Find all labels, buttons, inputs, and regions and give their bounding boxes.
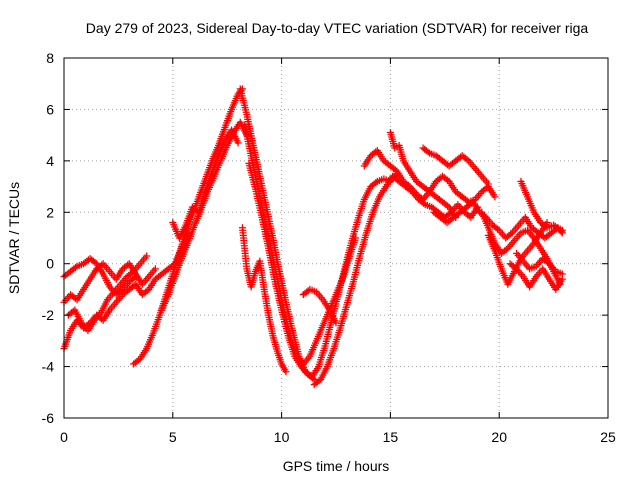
x-tick-label: 20 xyxy=(491,429,507,445)
y-tick-label: -4 xyxy=(42,359,55,375)
data-point xyxy=(558,270,566,278)
data-point xyxy=(404,181,412,189)
y-tick-label: -6 xyxy=(42,410,55,426)
data-point xyxy=(71,264,79,272)
data-point xyxy=(130,274,138,282)
data-point xyxy=(463,156,471,164)
series-pass-2 xyxy=(60,260,159,306)
series-pass-14 xyxy=(360,147,499,206)
series-pass-21 xyxy=(517,177,566,237)
data-point xyxy=(234,139,242,147)
data-point xyxy=(511,264,519,272)
y-tick-label: -2 xyxy=(42,307,55,323)
data-point xyxy=(502,246,510,254)
y-axis-ticks: -6 -4 -2 0 2 4 6 8 xyxy=(42,50,608,426)
series-pass-8 xyxy=(236,85,401,381)
y-axis-label: SDTVAR / TECUs xyxy=(6,182,22,294)
x-tick-label: 15 xyxy=(383,429,399,445)
series-pass-22 xyxy=(513,249,566,278)
data-point xyxy=(352,234,360,242)
data-point xyxy=(143,252,151,260)
series-pass-7 xyxy=(169,126,242,242)
x-tick-label: 0 xyxy=(60,429,68,445)
x-tick-label: 5 xyxy=(169,429,177,445)
x-axis-ticks: 0 5 10 15 20 25 xyxy=(60,58,616,445)
series-pass-10 xyxy=(245,159,318,383)
data-point xyxy=(309,374,317,382)
series-pass-17 xyxy=(430,198,566,242)
grid-lines xyxy=(64,58,608,418)
series-pass-12 xyxy=(299,285,340,327)
chart-title: Day 279 of 2023, Sidereal Day-to-day VTE… xyxy=(86,20,589,36)
plot-frame xyxy=(63,57,609,419)
data-points xyxy=(60,85,566,389)
data-point xyxy=(151,265,159,273)
series-pass-5 xyxy=(130,85,246,368)
data-point xyxy=(494,225,502,233)
series-pass-6 xyxy=(158,118,251,314)
y-tick-label: 6 xyxy=(46,101,54,117)
series-pass-4 xyxy=(64,252,151,335)
data-point xyxy=(557,228,565,236)
data-point xyxy=(544,258,552,266)
series-pass-15 xyxy=(386,129,460,221)
series-pass-19 xyxy=(484,219,551,288)
series-pass-13 xyxy=(310,172,481,389)
y-tick-label: 0 xyxy=(46,256,54,272)
y-tick-label: 2 xyxy=(46,204,54,220)
data-point xyxy=(507,230,515,238)
data-point xyxy=(282,368,290,376)
y-tick-label: 8 xyxy=(46,50,54,66)
series-pass-16 xyxy=(419,144,492,188)
series-pass-20 xyxy=(506,260,566,293)
data-point xyxy=(424,148,432,156)
data-point xyxy=(484,180,492,188)
data-point xyxy=(491,193,499,201)
x-tick-label: 10 xyxy=(274,429,290,445)
data-point xyxy=(128,269,136,277)
x-tick-label: 25 xyxy=(600,429,616,445)
series-pass-11 xyxy=(238,224,290,376)
y-tick-label: 4 xyxy=(46,153,54,169)
x-axis-label: GPS time / hours xyxy=(283,458,390,474)
data-point xyxy=(372,179,380,187)
data-point xyxy=(558,229,566,237)
data-point xyxy=(132,273,140,281)
